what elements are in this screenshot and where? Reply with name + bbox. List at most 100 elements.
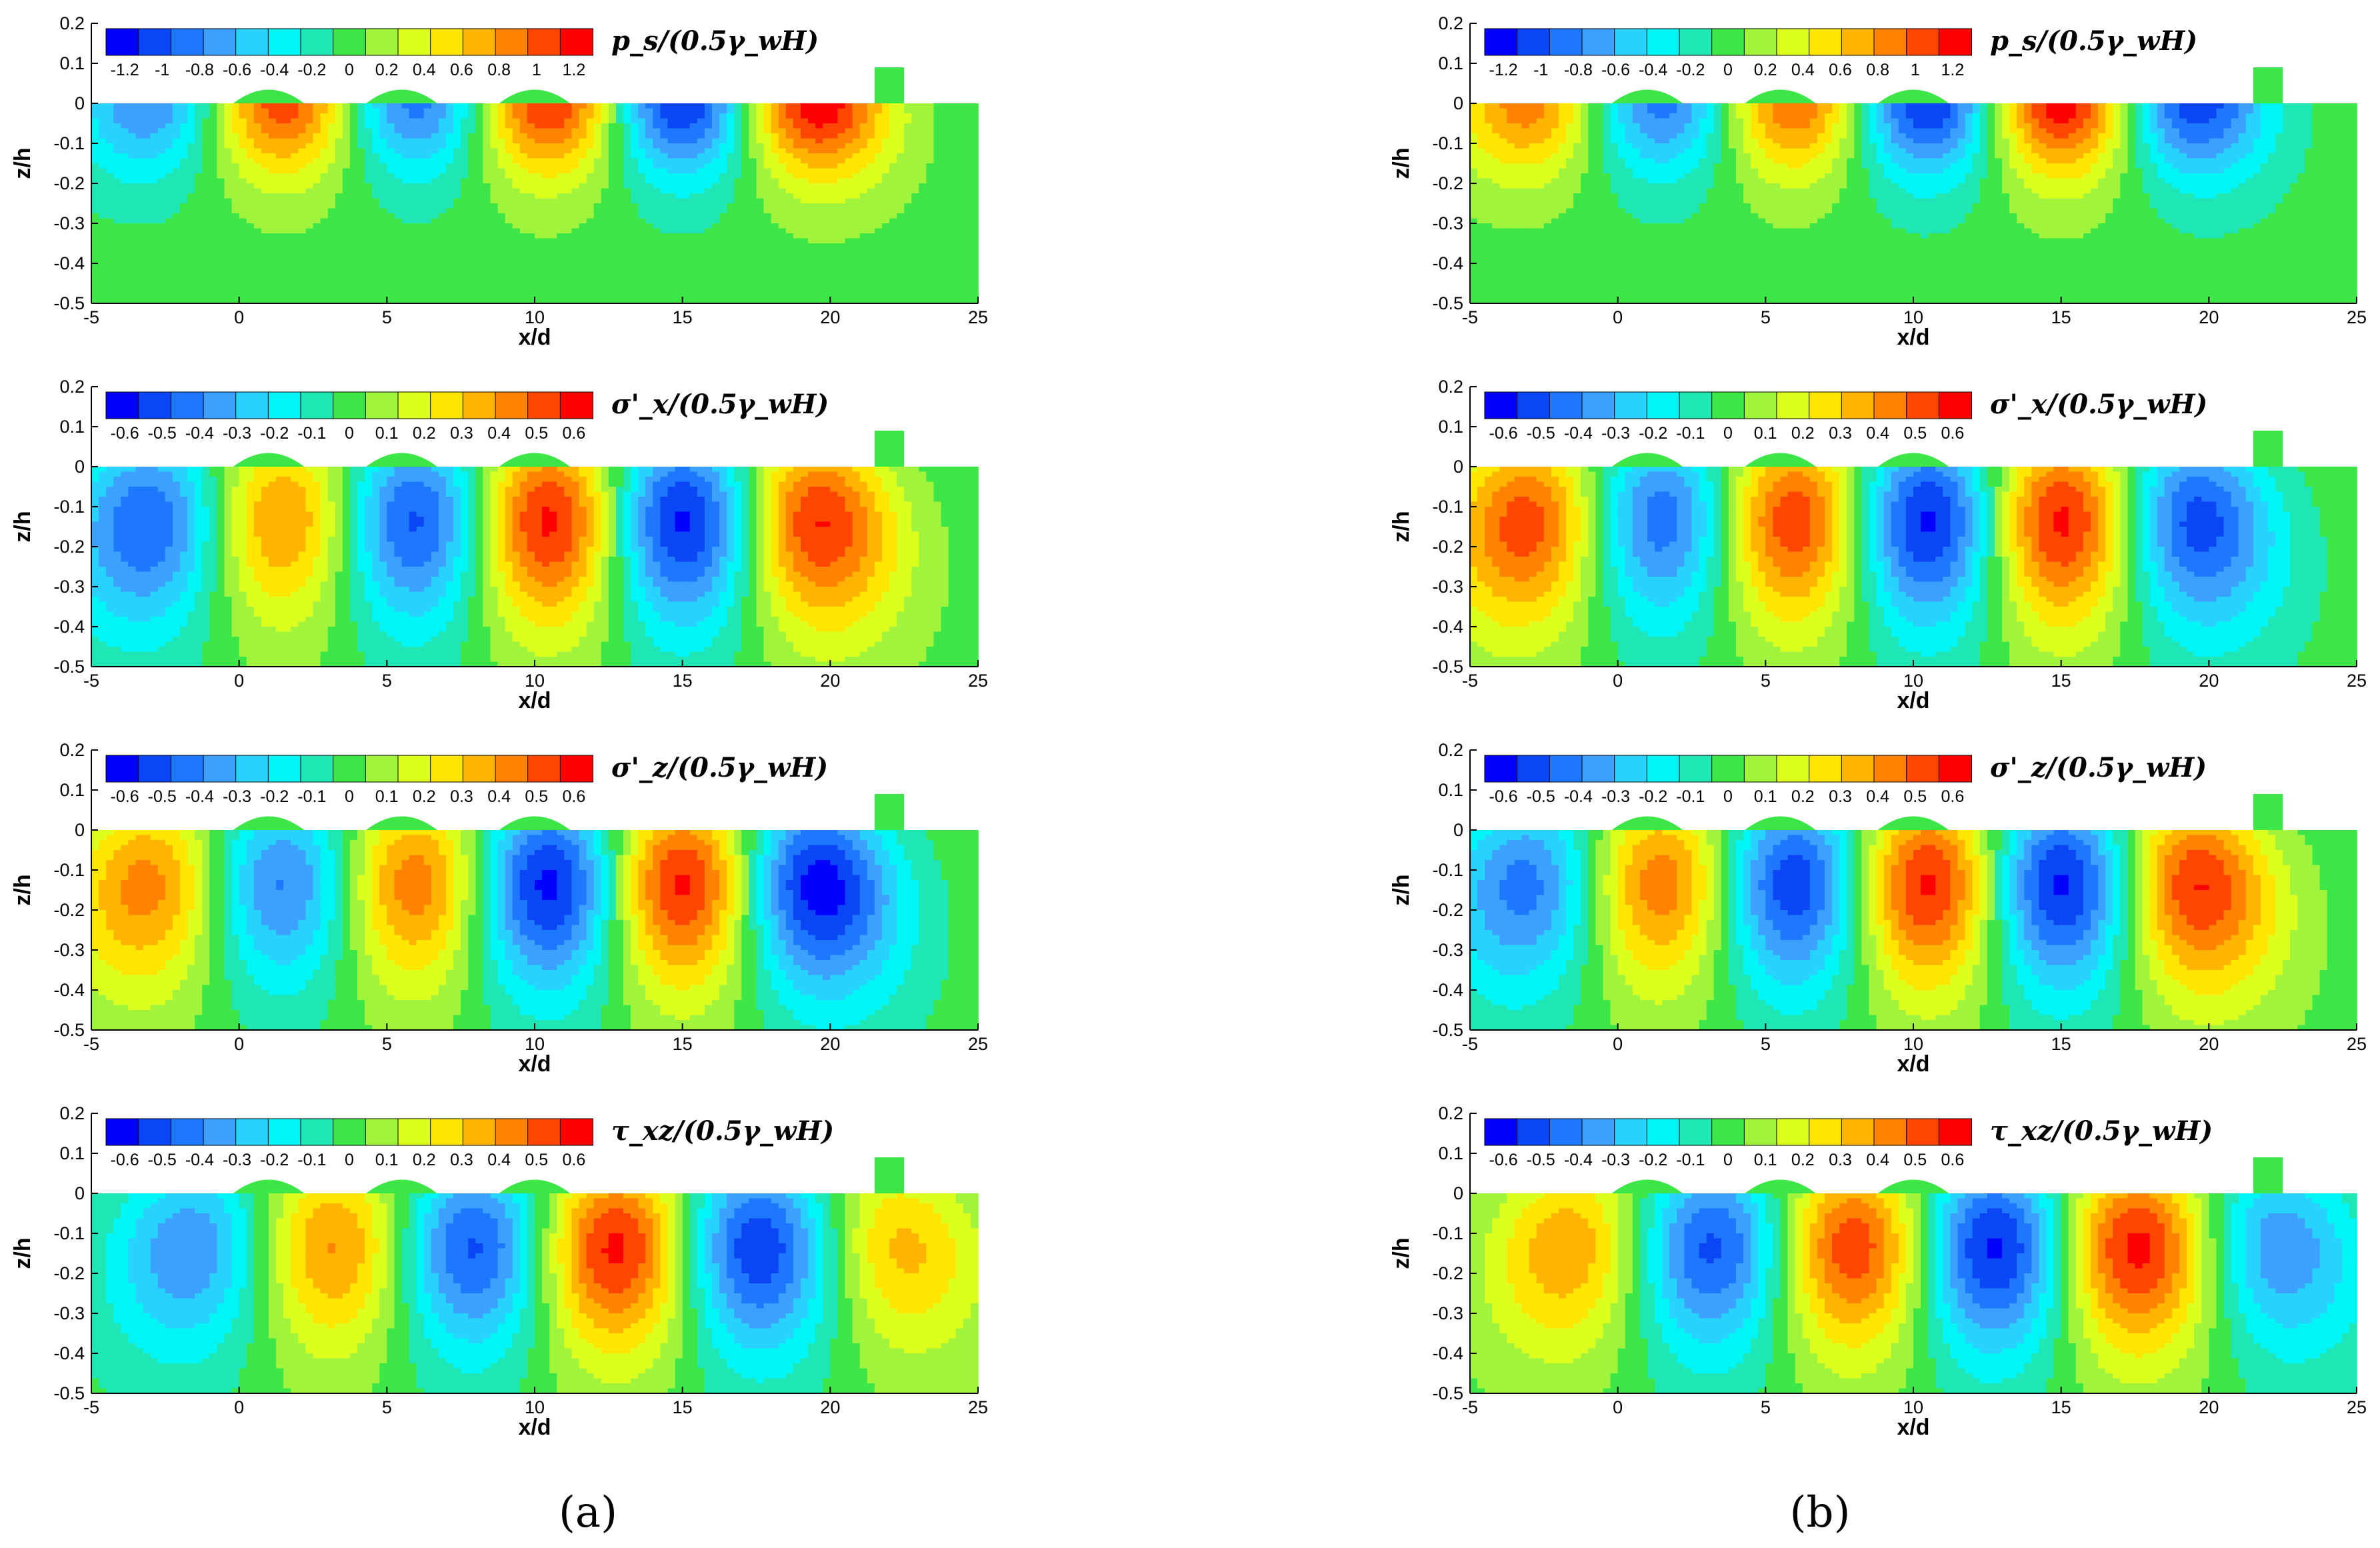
field-cell [195,283,203,289]
field-cell [136,159,144,164]
field-cell [99,233,107,239]
field-cell [173,259,181,264]
field-cell [209,283,217,289]
field-cell [269,223,277,229]
field-cell [247,209,255,214]
field-cell [254,169,262,174]
field-cell [261,293,269,299]
field-cell [143,143,151,149]
field-cell [143,213,151,219]
field-cell [209,219,217,224]
field-cell [143,193,151,199]
field-cell [121,273,129,279]
field-cell [128,283,136,289]
field-cell [202,269,210,274]
field-cell [269,133,277,139]
field-cell [247,199,255,204]
field-cell [187,159,195,164]
field-cell [136,203,144,209]
field-cell [106,233,114,239]
field-cell [165,223,173,229]
field-cell [247,189,255,194]
field-cell [239,199,247,204]
field-cell [269,263,277,269]
field-cell [195,133,203,139]
field-cell [121,199,129,204]
field-cell [269,203,277,209]
field-cell [283,203,291,209]
field-cell [261,213,269,219]
field-cell [173,183,181,189]
field-cell [202,173,210,179]
field-cell [180,289,188,294]
field-cell [254,269,262,274]
field-cell [283,283,291,289]
field-cell [217,243,225,249]
field-cell [173,263,181,269]
field-cell [121,279,129,284]
field-cell [225,213,233,219]
field-cell [261,153,269,159]
field-cell [165,123,173,129]
field-cell [121,223,129,229]
field-cell [202,239,210,244]
field-cell [202,203,210,209]
field-cell [209,179,217,184]
field-cell [180,159,188,164]
field-cell [158,113,166,119]
field-cell [225,193,233,199]
field-cell [91,109,99,114]
field-cell [269,139,277,144]
field-cell [225,229,233,234]
field-cell [180,243,188,249]
field-cell [113,223,121,229]
field-cell [202,223,210,229]
field-cell [232,249,240,254]
field-cell [173,209,181,214]
field-cell [158,233,166,239]
field-cell [91,193,99,199]
field-cell [180,269,188,274]
field-cell [173,293,181,299]
field-cell [239,283,247,289]
field-cell [151,243,159,249]
field-cell [232,229,240,234]
field-cell [283,119,291,124]
field-cell [91,243,99,249]
field-cell [217,239,225,244]
field-cell [106,249,114,254]
field-cell [165,243,173,249]
field-cell [113,203,121,209]
field-cell [195,159,203,164]
field-cell [276,133,284,139]
field-cell [158,229,166,234]
field-cell [165,149,173,154]
field-cell [187,213,195,219]
field-cell [187,259,195,264]
field-cell [91,223,99,229]
field-cell [269,189,277,194]
field-cell [113,263,121,269]
field-cell [283,259,291,264]
field-cell [158,139,166,144]
figure-canvas: 0.20.10-0.1-0.2-0.3-0.4-0.5-5 0 5 10 15 20 25x… [0,0,2380,1548]
field-cell [113,283,121,289]
field-cell [136,113,144,119]
field-cell [187,189,195,194]
field-cell [269,169,277,174]
field-cell [180,293,188,299]
field-cell [225,253,233,259]
field-cell [136,179,144,184]
field-cell [121,269,129,274]
field-cell [143,129,151,134]
field-cell [113,163,121,169]
field-cell [261,159,269,164]
field-cell [128,203,136,209]
field-cell [247,249,255,254]
field-cell [136,219,144,224]
field-cell [232,263,240,269]
field-cell [283,103,291,109]
field-cell [202,259,210,264]
field-cell [91,169,99,174]
field-cell [261,189,269,194]
